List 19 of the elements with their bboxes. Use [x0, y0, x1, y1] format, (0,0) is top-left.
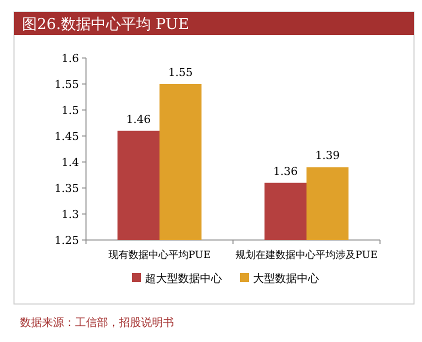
legend-label: 大型数据中心 [253, 272, 319, 285]
y-tick-label: 1.35 [54, 182, 79, 195]
y-tick-label: 1.6 [62, 52, 79, 65]
y-tick-label: 1.45 [54, 130, 79, 143]
y-tick-label: 1.3 [62, 208, 79, 221]
x-tick-label: 规划在建数据中心平均涉及PUE [235, 249, 378, 261]
legend-label: 超大型数据中心 [145, 272, 222, 285]
x-tick-label: 现有数据中心平均PUE [108, 249, 211, 261]
y-tick-label: 1.4 [62, 156, 79, 169]
y-tick-label: 1.25 [54, 234, 79, 247]
data-label: 1.39 [315, 149, 340, 162]
data-label: 1.36 [273, 164, 298, 178]
chart-title: 图26.数据中心平均 PUE [22, 15, 190, 33]
y-tick-label: 1.55 [54, 78, 79, 91]
y-tick-label: 1.5 [62, 104, 79, 117]
title-banner: 图26.数据中心平均 PUE [14, 12, 414, 35]
source-note: 数据来源：工信部，招股说明书 [20, 316, 174, 329]
data-label: 1.55 [168, 66, 193, 79]
data-label: 1.46 [126, 112, 151, 126]
